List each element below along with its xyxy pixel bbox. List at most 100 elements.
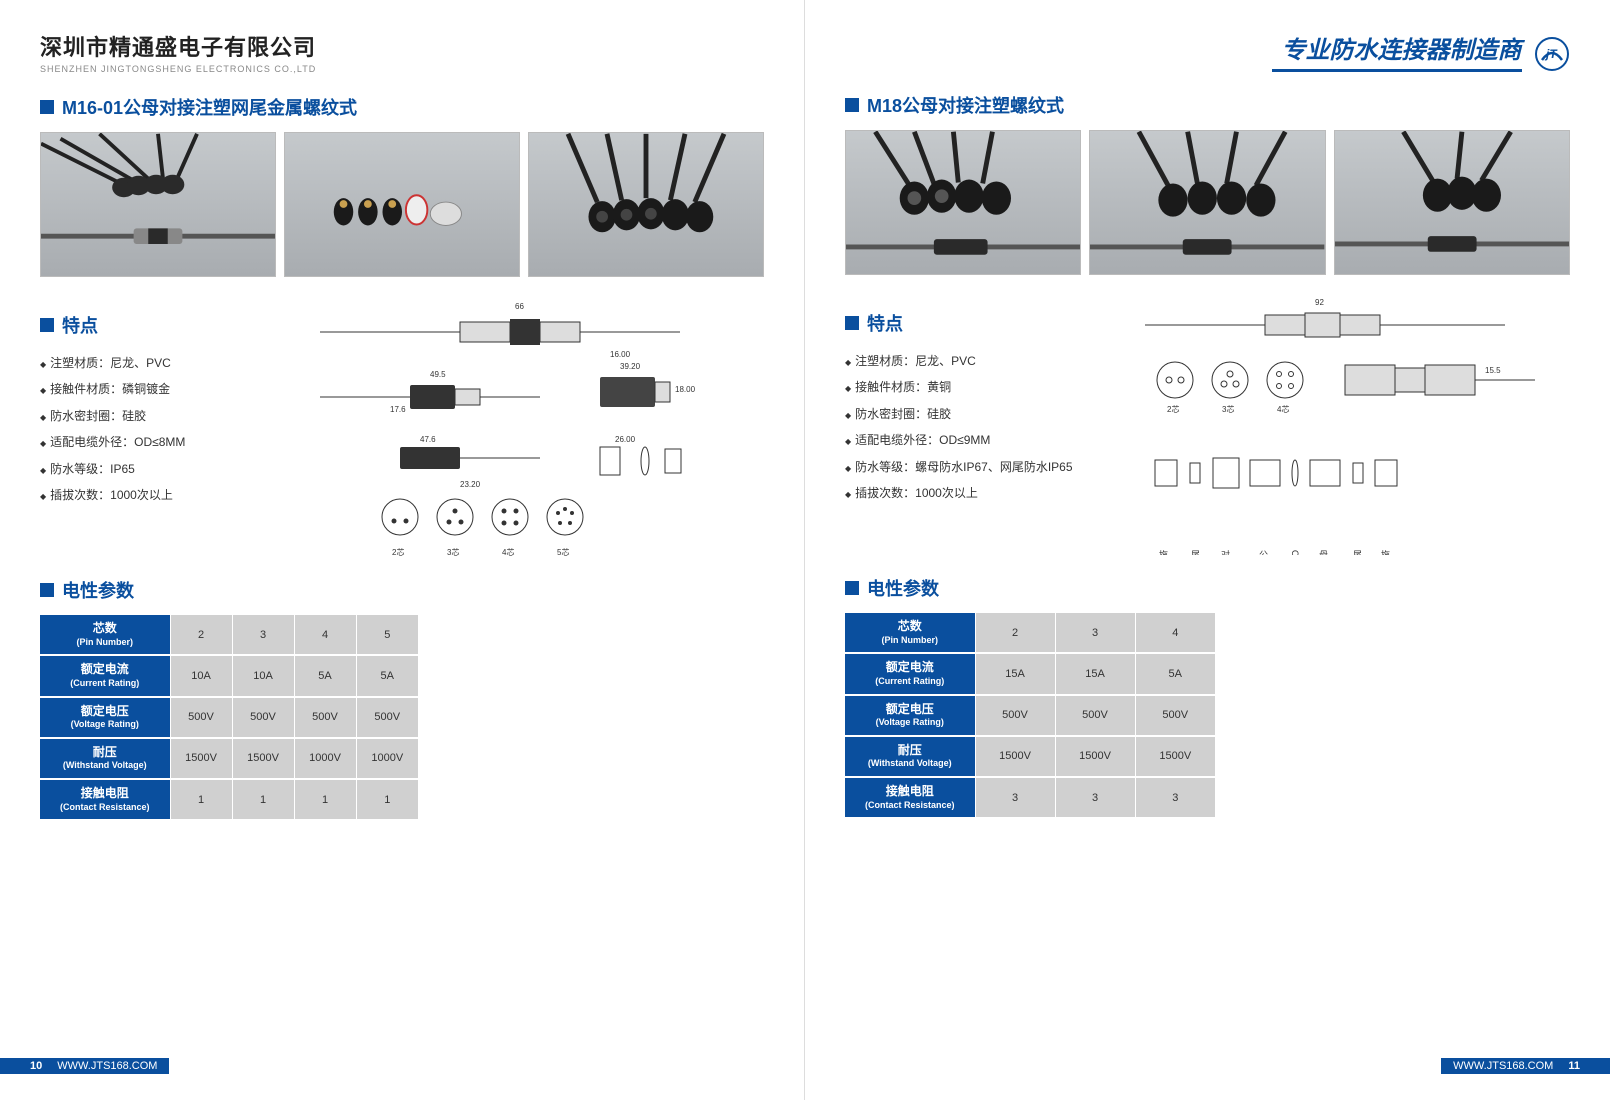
product-photo-2 (1089, 130, 1325, 275)
table-row: 接触电阻(Contact Resistance) 333 (845, 777, 1215, 818)
table-row: 额定电流(Current Rating) 10A10A5A5A (40, 655, 418, 696)
params-heading: 电性参数 (62, 577, 134, 603)
feature-item: 接触件材质：磷铜镀金 (40, 376, 240, 402)
table-row: 额定电流(Current Rating) 15A15A5A (845, 653, 1215, 694)
table-row: 接触电阻(Contact Resistance) 1111 (40, 779, 418, 820)
svg-text:47.6: 47.6 (420, 435, 436, 444)
params-heading-section: 电性参数 (845, 575, 1570, 601)
company-logo-icon: jT (1534, 36, 1570, 72)
slogan-header: 专业防水连接器制造商 jT (845, 30, 1570, 72)
section-marker-icon (40, 318, 54, 332)
feature-item: 防水密封圈：硅胶 (845, 401, 1105, 427)
product-title: M18公母对接注塑螺纹式 (867, 92, 1064, 118)
feature-item: 适配电缆外径：OD≤9MM (845, 427, 1105, 453)
product-photo-3 (528, 132, 764, 277)
svg-text:尾部硅胶圈: 尾部硅胶圈 (1190, 550, 1200, 555)
svg-text:母针端: 母针端 (1318, 550, 1328, 555)
svg-text:尾部硅胶圈: 尾部硅胶圈 (1352, 550, 1362, 555)
svg-text:4芯: 4芯 (502, 547, 514, 557)
product-photo-1 (845, 130, 1081, 275)
row-header: 额定电流(Current Rating) (845, 653, 975, 694)
product-photos (845, 130, 1570, 275)
svg-text:对接螺帽: 对接螺帽 (1220, 549, 1230, 555)
feature-item: 接触件材质：黄铜 (845, 374, 1105, 400)
svg-text:23.20: 23.20 (460, 480, 481, 489)
product-photos (40, 132, 764, 277)
params-heading-section: 电性参数 (40, 577, 764, 603)
product-title-section: M18公母对接注塑螺纹式 (845, 92, 1570, 118)
section-marker-icon (845, 581, 859, 595)
svg-text:2芯: 2芯 (1167, 404, 1179, 414)
technical-diagram: 66 49.5 17.6 39.20 18.00 16.00 (260, 297, 764, 562)
feature-item: 防水等级：螺母防水IP67、网尾防水IP65 (845, 454, 1105, 480)
section-marker-icon (845, 316, 859, 330)
feature-item: 插拔次数：1000次以上 (40, 482, 240, 508)
svg-text:3芯: 3芯 (447, 547, 459, 557)
svg-text:39.20: 39.20 (620, 362, 641, 371)
page-footer: WWW.JTS168.COM 11 (805, 1057, 1610, 1075)
company-name-cn: 深圳市精通盛电子有限公司 (40, 30, 764, 62)
feature-item: 防水等级：IP65 (40, 456, 240, 482)
features-heading-section: 特点 (40, 312, 240, 338)
row-header: 芯数(Pin Number) (845, 613, 975, 653)
table-row: 芯数(Pin Number) 2345 (40, 615, 418, 655)
svg-text:3芯: 3芯 (1222, 404, 1234, 414)
row-header: 额定电压(Voltage Rating) (845, 695, 975, 736)
features-heading: 特点 (867, 310, 903, 336)
page-number: 10 (30, 1060, 42, 1072)
row-header: 接触电阻(Contact Resistance) (845, 777, 975, 818)
technical-diagram: 92 2芯 3芯 (1125, 295, 1570, 560)
table-row: 芯数(Pin Number) 234 (845, 613, 1215, 653)
table-row: 额定电压(Voltage Rating) 500V500V500V (845, 695, 1215, 736)
svg-text:公针端: 公针端 (1258, 550, 1268, 555)
row-header: 额定电压(Voltage Rating) (40, 697, 170, 738)
svg-text:4芯: 4芯 (1277, 404, 1289, 414)
table-row: 额定电压(Voltage Rating) 500V500V500V500V (40, 697, 418, 738)
params-table: 芯数(Pin Number) 234 额定电流(Current Rating) … (845, 613, 1215, 819)
feature-item: 注塑材质：尼龙、PVC (40, 350, 240, 376)
features-list: 注塑材质：尼龙、PVC 接触件材质：黄铜 防水密封圈：硅胶 适配电缆外径：OD≤… (845, 348, 1105, 506)
section-marker-icon (40, 583, 54, 597)
features-heading-section: 特点 (845, 310, 1105, 336)
row-header: 额定电流(Current Rating) (40, 655, 170, 696)
row-header: 接触电阻(Contact Resistance) (40, 779, 170, 820)
table-row: 耐压(Withstand Voltage) 1500V1500V1500V (845, 736, 1215, 777)
params-heading: 电性参数 (867, 575, 939, 601)
svg-text:5芯: 5芯 (557, 547, 569, 557)
page-number: 11 (1568, 1060, 1580, 1072)
right-page: 专业防水连接器制造商 jT M18公母对接注塑螺纹式 (805, 0, 1610, 1100)
feature-item: 插拔次数：1000次以上 (845, 480, 1105, 506)
features-list: 注塑材质：尼龙、PVC 接触件材质：磷铜镀金 防水密封圈：硅胶 适配电缆外径：O… (40, 350, 240, 508)
svg-text:拖线螺帽: 拖线螺帽 (1158, 549, 1168, 555)
product-title-section: M16-01公母对接注塑网尾金属螺纹式 (40, 94, 764, 120)
section-marker-icon (40, 100, 54, 114)
svg-text:49.5: 49.5 (430, 370, 446, 379)
svg-text:jT: jT (1544, 47, 1558, 61)
svg-text:18.00: 18.00 (675, 385, 696, 394)
product-title: M16-01公母对接注塑网尾金属螺纹式 (62, 94, 357, 120)
feature-item: 防水密封圈：硅胶 (40, 403, 240, 429)
product-photo-1 (40, 132, 276, 277)
product-photo-2 (284, 132, 520, 277)
svg-text:26.00: 26.00 (615, 435, 636, 444)
page-footer: 10 WWW.JTS168.COM (0, 1057, 804, 1075)
svg-text:16.00: 16.00 (610, 350, 631, 359)
left-page: 深圳市精通盛电子有限公司 SHENZHEN JINGTONGSHENG ELEC… (0, 0, 805, 1100)
feature-item: 适配电缆外径：OD≤8MM (40, 429, 240, 455)
svg-text:17.6: 17.6 (390, 405, 406, 414)
feature-item: 注塑材质：尼龙、PVC (845, 348, 1105, 374)
row-header: 耐压(Withstand Voltage) (845, 736, 975, 777)
row-header: 耐压(Withstand Voltage) (40, 738, 170, 779)
product-photo-3 (1334, 130, 1570, 275)
company-slogan: 专业防水连接器制造商 (1272, 30, 1522, 72)
website: WWW.JTS168.COM (1453, 1060, 1553, 1072)
table-row: 耐压(Withstand Voltage) 1500V1500V1000V100… (40, 738, 418, 779)
company-name-en: SHENZHEN JINGTONGSHENG ELECTRONICS CO.,L… (40, 64, 764, 74)
svg-text:拖线螺帽: 拖线螺帽 (1380, 549, 1390, 555)
svg-text:2芯: 2芯 (392, 547, 404, 557)
features-heading: 特点 (62, 312, 98, 338)
svg-text:92: 92 (1315, 298, 1324, 307)
website: WWW.JTS168.COM (57, 1060, 157, 1072)
svg-text:O型防水圈: O型防水圈 (1290, 550, 1300, 555)
company-header: 深圳市精通盛电子有限公司 SHENZHEN JINGTONGSHENG ELEC… (40, 30, 764, 74)
